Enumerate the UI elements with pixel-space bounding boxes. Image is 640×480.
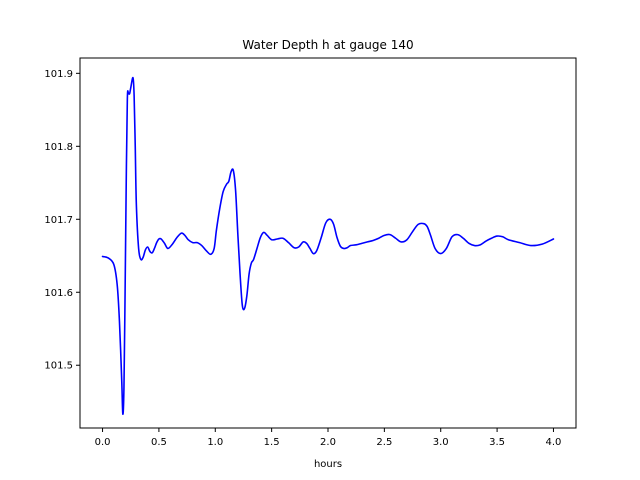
x-axis-label: hours	[314, 459, 342, 470]
x-tick-label: 3.0	[433, 437, 449, 448]
x-tick-label: 0.5	[151, 437, 167, 448]
x-tick-label: 3.5	[489, 437, 505, 448]
x-tick-label: 1.5	[264, 437, 280, 448]
x-tick-label: 4.0	[546, 437, 562, 448]
y-axis-ticks: 101.5 101.6 101.7 101.8 101.9	[44, 69, 80, 372]
y-tick-label: 101.9	[44, 69, 73, 80]
x-tick-label: 1.0	[207, 437, 223, 448]
series-line	[101, 76, 555, 415]
chart-title: Water Depth h at gauge 140	[242, 38, 413, 52]
plot-lines	[101, 76, 555, 415]
y-tick-label: 101.7	[44, 215, 73, 226]
x-tick-label: 0.0	[95, 437, 111, 448]
y-tick-label: 101.6	[44, 288, 73, 299]
plot-frame	[79, 57, 577, 429]
x-axis-ticks: 0.0 0.5 1.0 1.5 2.0 2.5 3.0 3.5 4.0	[95, 428, 562, 448]
x-tick-label: 2.5	[376, 437, 392, 448]
y-tick-label: 101.5	[44, 361, 73, 372]
y-tick-label: 101.8	[44, 142, 73, 153]
x-tick-label: 2.0	[320, 437, 336, 448]
